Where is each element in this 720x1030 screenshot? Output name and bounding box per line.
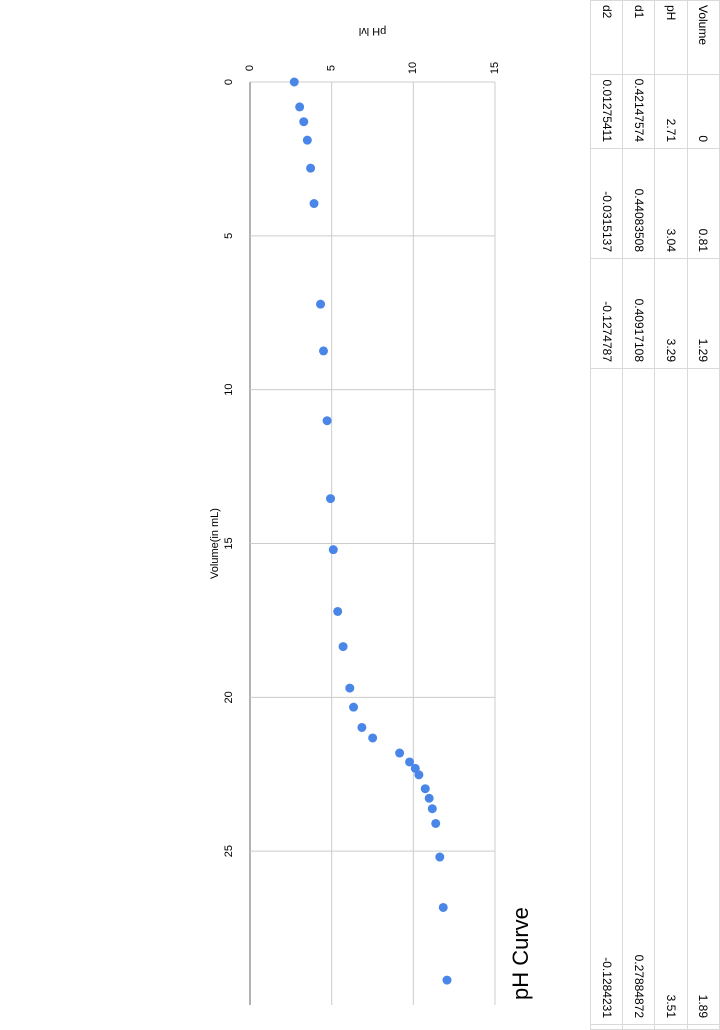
chart-points (289, 77, 452, 985)
data-point (424, 793, 434, 803)
table-cell[interactable]: -0.0315137 (590, 148, 623, 259)
table-column-d2: d2 0.01275411 -0.0315137 -0.1274787 -0.12842… (590, 0, 623, 1030)
data-point (349, 702, 359, 712)
table-cell[interactable]: 3.04 (655, 148, 688, 259)
data-point (431, 818, 441, 828)
table-cell[interactable]: 0.01275411 (590, 74, 623, 149)
table-cell[interactable]: 3.29 (655, 258, 688, 369)
data-point (302, 135, 312, 145)
data-point (427, 804, 437, 814)
table-cell[interactable]: -0.1284231 (590, 368, 623, 1025)
table-cell[interactable]: 0.81 (687, 148, 720, 259)
data-point (405, 757, 415, 767)
column-header[interactable]: Volume (687, 0, 720, 75)
y-tick-label: 10 (407, 62, 419, 74)
table-cell[interactable]: 1.29 (687, 258, 720, 369)
data-point (299, 117, 309, 127)
y-tick-label: 0 (244, 65, 256, 71)
table-cell[interactable]: 0.44083508 (622, 148, 655, 259)
table-cell[interactable]: 3.51 (655, 368, 688, 1025)
data-table: Volume00.811.291.892.83.957.228.7411.011… (590, 0, 720, 1030)
data-point (328, 545, 338, 555)
x-axis-label: Volume(in mL) (209, 508, 221, 579)
data-point (357, 722, 367, 732)
data-point (289, 77, 299, 87)
x-tick-label: 10 (223, 384, 235, 396)
data-point (326, 494, 336, 504)
table-column-volume: Volume00.811.291.892.83.957.228.7411.011… (687, 0, 720, 1030)
table-cell[interactable]: 2.71 (655, 74, 688, 149)
data-point (333, 606, 343, 616)
table-cell[interactable]: -0.1274787 (590, 258, 623, 369)
y-tick-label: 5 (326, 65, 338, 71)
table-cell[interactable]: 0.42147574 (622, 74, 655, 149)
empty-cell[interactable] (655, 1024, 688, 1030)
data-point (306, 163, 316, 173)
table-column-ph: pH2.713.043.293.513.713.924.324.54.724.9… (655, 0, 688, 1030)
data-point (338, 642, 348, 652)
data-point (420, 784, 430, 794)
data-point (442, 975, 452, 985)
x-tick-label: 20 (223, 691, 235, 703)
table-column-d1: d1 0.42147574 0.44083508 0.40917108 0.278848… (622, 0, 655, 1030)
chart-gridlines (249, 81, 496, 1005)
data-point (345, 683, 355, 693)
data-point (368, 733, 378, 743)
data-point (295, 102, 305, 112)
chart-title: pH Curve (508, 907, 533, 1000)
data-point (435, 852, 445, 862)
table-cell[interactable]: 0 (687, 74, 720, 149)
data-point (438, 902, 448, 912)
x-tick-label: 0 (223, 79, 235, 85)
data-point (395, 748, 405, 758)
x-tick-label: 5 (223, 233, 235, 239)
column-header[interactable]: pH (655, 0, 688, 75)
table-cell[interactable]: 1.89 (687, 368, 720, 1025)
y-axis-label: pH lvl (359, 25, 387, 37)
data-point (319, 346, 328, 356)
data-point (309, 199, 319, 209)
data-point (322, 416, 332, 426)
chart-tick-labels: 0 5 10 15 0 5 10 15 20 25 (223, 62, 501, 857)
data-point (414, 770, 424, 780)
empty-cell[interactable] (687, 1024, 720, 1030)
y-tick-label: 15 (489, 62, 501, 74)
column-header[interactable]: d2 (590, 0, 623, 75)
empty-cell[interactable] (590, 1024, 623, 1030)
x-tick-label: 15 (223, 537, 235, 549)
table-cell[interactable]: 0.27884872 (622, 368, 655, 1025)
empty-cell[interactable] (622, 1024, 655, 1030)
data-point (316, 299, 326, 309)
x-tick-label: 25 (223, 845, 235, 857)
column-header[interactable]: d1 (622, 0, 655, 75)
table-cell[interactable]: 0.40917108 (622, 258, 655, 369)
